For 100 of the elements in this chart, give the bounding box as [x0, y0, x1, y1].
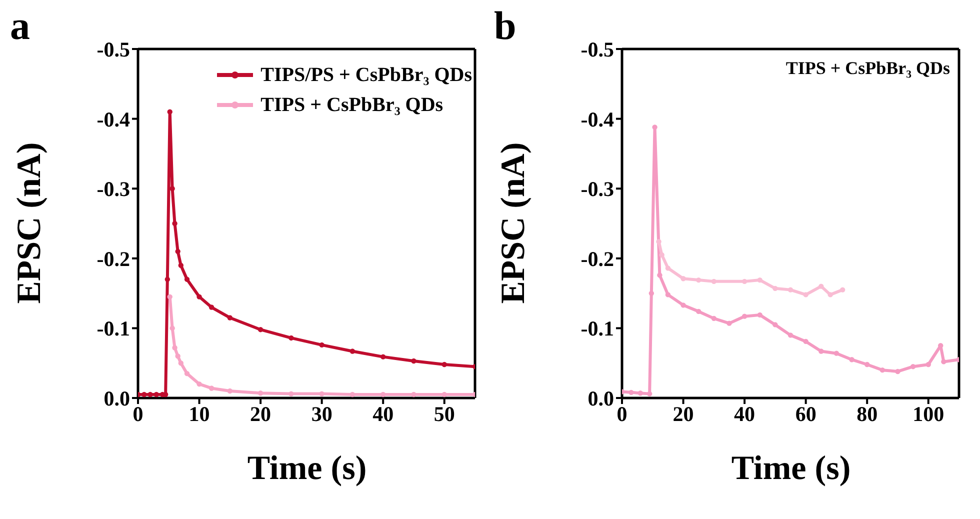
point: [288, 391, 294, 396]
point: [164, 276, 170, 282]
point: [196, 381, 202, 387]
point: [834, 350, 840, 356]
x-tick-label: 0: [132, 402, 144, 426]
point: [680, 276, 686, 282]
point: [175, 354, 180, 359]
point: [411, 358, 416, 364]
point: [757, 277, 762, 283]
point: [170, 186, 175, 192]
point: [380, 354, 386, 360]
point: [788, 287, 794, 292]
point: [380, 392, 386, 398]
point: [142, 392, 147, 398]
x-tick-label: 50: [434, 402, 455, 426]
chart-title: b: [494, 2, 516, 49]
x-tick-label: 20: [250, 402, 272, 426]
y-axis-title: EPSC (nA): [11, 142, 49, 304]
point: [227, 315, 233, 320]
point: [638, 390, 643, 396]
point: [880, 367, 886, 373]
point: [849, 357, 854, 362]
point: [665, 266, 671, 271]
point: [656, 239, 662, 244]
point: [665, 292, 671, 298]
y-tick-label: -0.2: [96, 246, 130, 271]
point: [411, 392, 416, 398]
point: [319, 391, 324, 396]
point: [803, 338, 808, 344]
point: [178, 360, 184, 366]
point: [648, 290, 654, 296]
chart-title: a: [10, 2, 30, 49]
point: [258, 326, 264, 332]
x-tick-label: 30: [311, 402, 332, 426]
point: [828, 292, 833, 298]
point: [167, 294, 172, 300]
y-tick-label: -0.5: [96, 37, 130, 62]
point: [926, 362, 931, 368]
point: [167, 109, 172, 114]
x-tick-label: 20: [672, 402, 694, 426]
point: [148, 392, 153, 398]
point: [772, 286, 778, 292]
point: [208, 386, 214, 391]
point: [350, 348, 356, 354]
x-axis-title: Time (s): [246, 450, 368, 488]
point: [628, 390, 634, 396]
point: [172, 220, 178, 226]
y-tick-label: -0.1: [96, 316, 130, 341]
legend-label: TIPS + CsPbBr₃ QDs: [260, 93, 444, 118]
point: [788, 332, 794, 338]
point: [818, 348, 824, 354]
point: [319, 342, 324, 348]
point: [696, 308, 702, 314]
x-axis-title: Time (s): [730, 450, 852, 488]
y-tick-label: 0.0: [104, 386, 130, 410]
point: [154, 392, 159, 398]
point: [184, 276, 190, 282]
point: [657, 272, 662, 278]
point: [680, 302, 686, 308]
point: [172, 345, 178, 350]
point: [941, 359, 946, 364]
point: [772, 322, 778, 328]
point: [196, 294, 202, 300]
point: [208, 304, 214, 310]
y-axis-title: EPSC (nA): [495, 142, 533, 304]
point: [652, 124, 658, 130]
point: [840, 287, 846, 292]
y-tick-label: -0.5: [580, 37, 614, 62]
point: [742, 314, 748, 319]
y-tick-label: -0.3: [580, 177, 614, 202]
point: [864, 362, 870, 368]
point: [646, 391, 652, 396]
x-tick-label: 60: [795, 402, 816, 426]
point: [711, 316, 717, 322]
point: [726, 320, 732, 326]
y-tick-label: -0.4: [580, 107, 614, 132]
y-tick-label: 0.0: [588, 386, 614, 410]
point: [696, 277, 702, 283]
legend-label: TIPS/PS + CsPbBr₃ QDs: [260, 63, 472, 88]
y-tick-label: -0.3: [96, 177, 130, 202]
point: [170, 326, 175, 331]
point: [895, 368, 900, 374]
y-tick-label: -0.2: [580, 246, 614, 271]
point: [227, 388, 233, 394]
point: [659, 252, 664, 258]
y-tick-label: -0.4: [96, 107, 130, 132]
point: [757, 312, 762, 318]
point: [442, 392, 447, 398]
x-tick-label: 0: [616, 402, 628, 426]
point: [910, 364, 916, 370]
x-tick-label: 100: [912, 402, 944, 426]
x-tick-label: 40: [734, 402, 756, 426]
y-tick-label: -0.1: [580, 316, 614, 341]
point: [288, 335, 294, 341]
annotation: TIPS + CsPbBr₃ QDs: [786, 58, 950, 79]
point: [818, 284, 824, 289]
point: [803, 292, 808, 298]
x-tick-label: 10: [188, 402, 210, 426]
x-tick-label: 80: [856, 402, 878, 426]
point: [178, 262, 184, 268]
